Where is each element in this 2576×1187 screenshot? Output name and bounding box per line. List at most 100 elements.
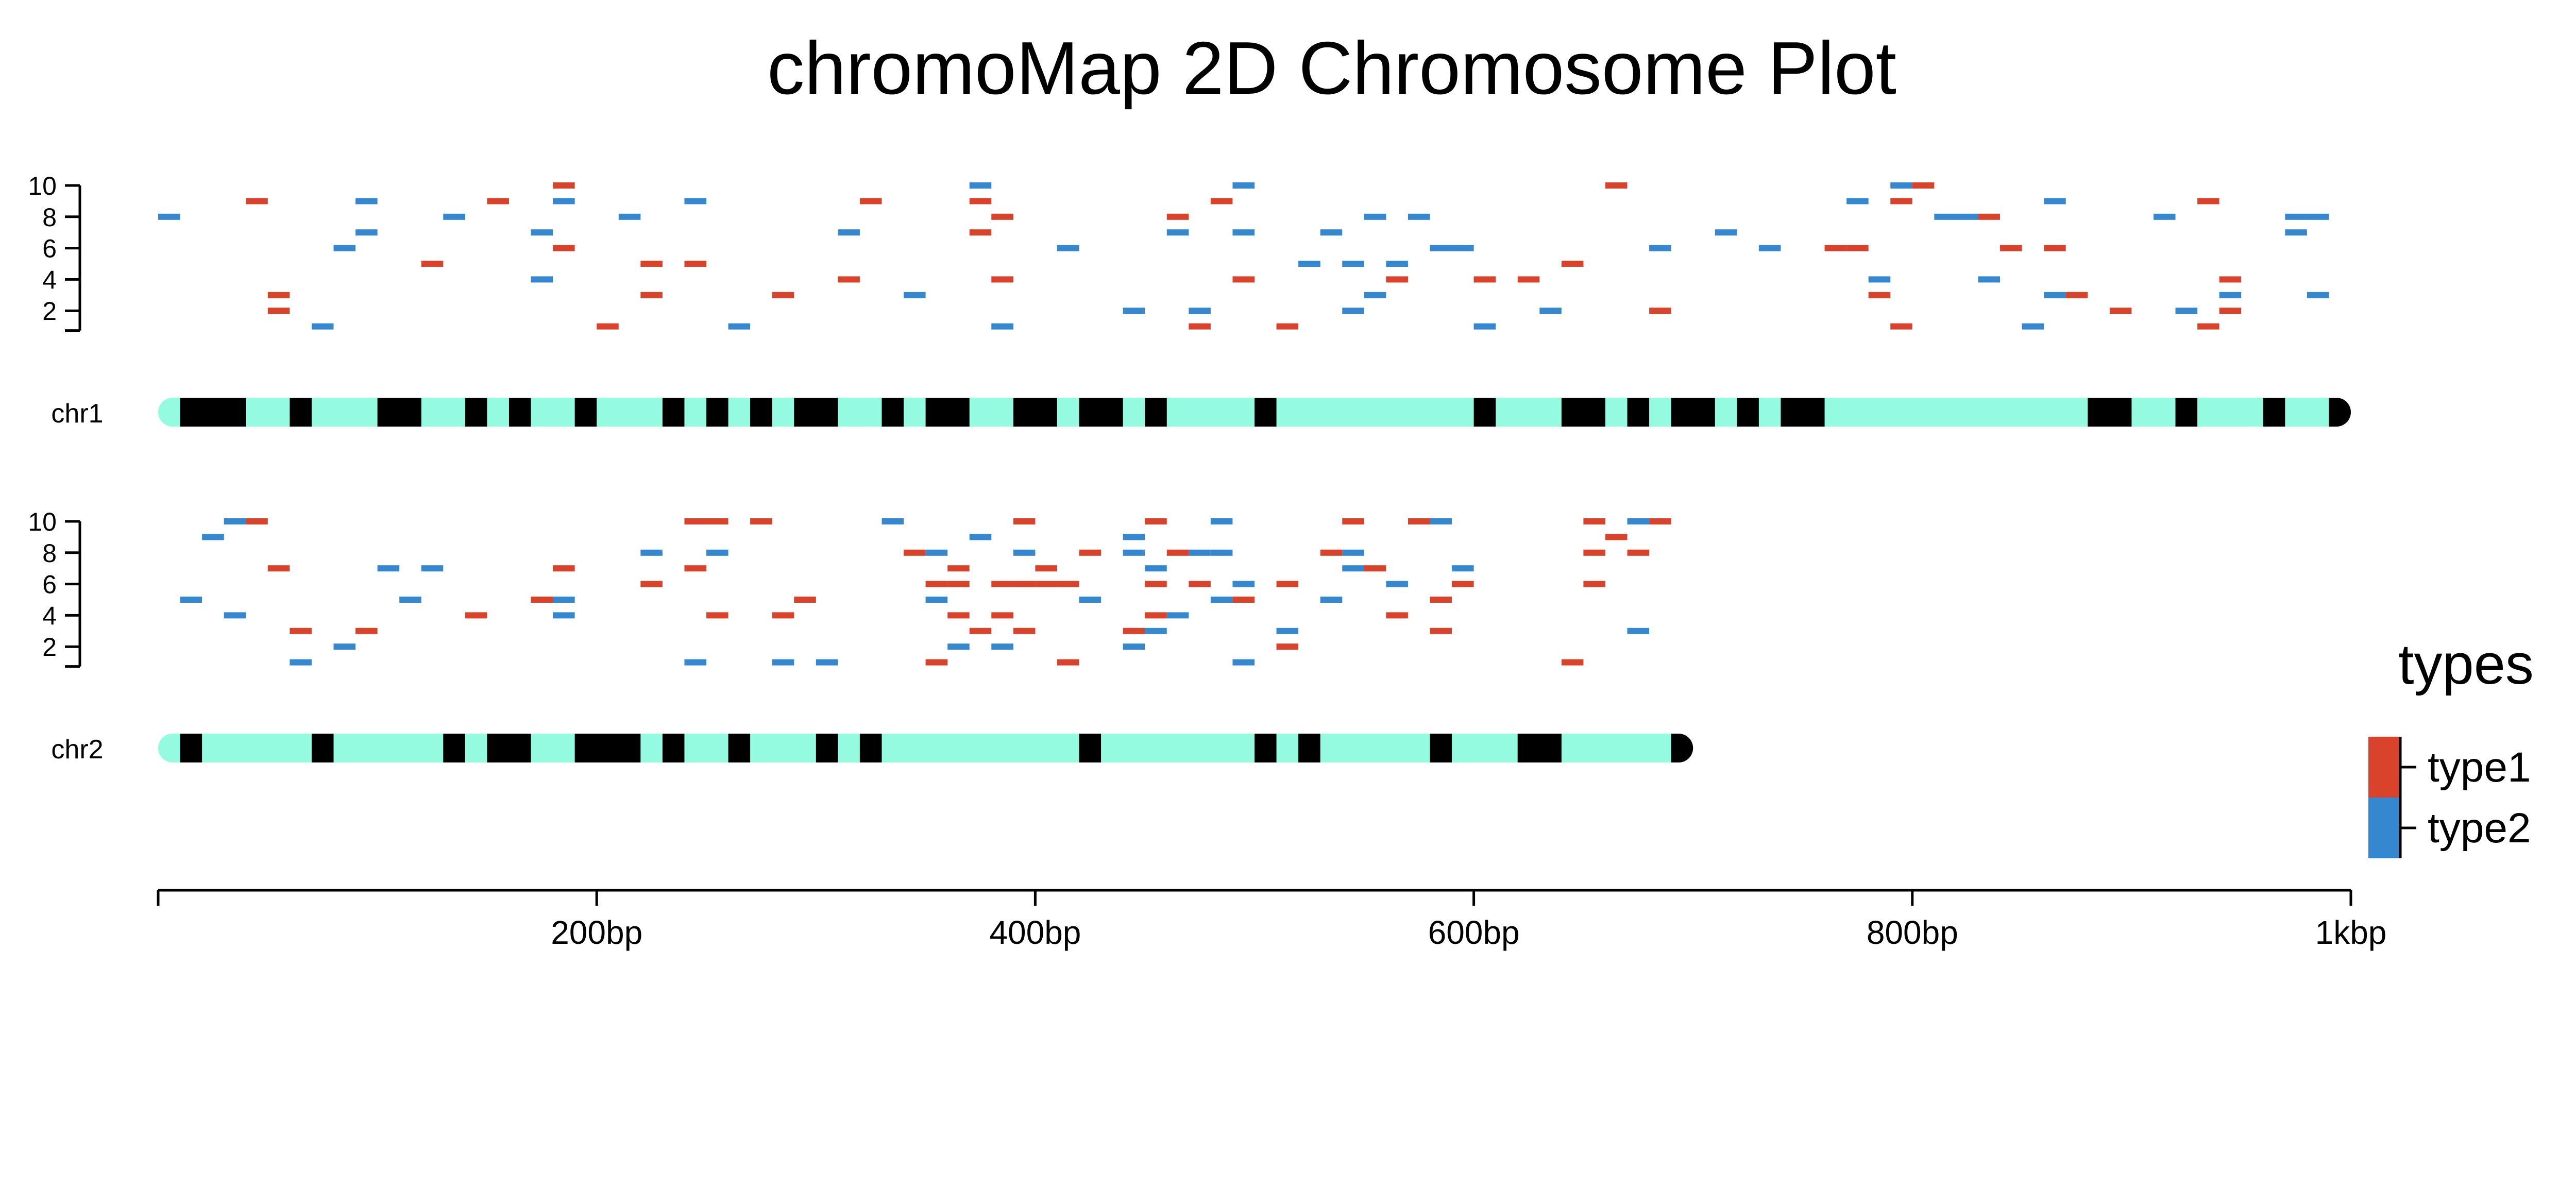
event-type2 bbox=[904, 292, 926, 298]
event-type1 bbox=[1189, 581, 1211, 587]
band-end bbox=[1671, 734, 1693, 762]
event-type2 bbox=[1846, 198, 1869, 205]
event-type1 bbox=[267, 565, 290, 572]
event-type1 bbox=[267, 292, 290, 298]
event-type2 bbox=[1715, 229, 1737, 236]
y-tick-label: 2 bbox=[42, 297, 57, 326]
event-type1 bbox=[925, 581, 948, 587]
band bbox=[859, 734, 882, 762]
event-type1 bbox=[1386, 612, 1408, 619]
event-type1 bbox=[684, 261, 706, 267]
event-type1 bbox=[1430, 597, 1452, 603]
event-type1 bbox=[267, 308, 290, 314]
event-type1 bbox=[1627, 549, 1650, 556]
band bbox=[290, 398, 312, 427]
event-type1 bbox=[991, 612, 1013, 619]
event-type2 bbox=[969, 534, 992, 540]
event-type1 bbox=[1320, 549, 1343, 556]
event-type1 bbox=[1846, 245, 1869, 251]
event-type1 bbox=[1605, 534, 1628, 540]
band bbox=[1298, 734, 1320, 762]
event-type2 bbox=[2285, 213, 2307, 220]
event-type2 bbox=[1430, 245, 1452, 251]
event-type2 bbox=[728, 323, 751, 330]
event-type1 bbox=[772, 612, 794, 619]
event-type1 bbox=[991, 276, 1013, 283]
event-type1 bbox=[1342, 518, 1364, 524]
chromosome-body bbox=[158, 734, 1693, 762]
band bbox=[925, 398, 970, 427]
event-type1 bbox=[2000, 245, 2022, 251]
event-type2 bbox=[2044, 292, 2066, 298]
event-type1 bbox=[1145, 518, 1167, 524]
event-type1 bbox=[2197, 198, 2219, 205]
event-type2 bbox=[1145, 628, 1167, 634]
event-type2 bbox=[1123, 534, 1145, 540]
x-axis: 200bp 400bp 600bp 800bp 1kbp bbox=[157, 889, 2386, 951]
event-type1 bbox=[2197, 323, 2219, 330]
band bbox=[509, 398, 531, 427]
event-type1 bbox=[553, 245, 575, 251]
event-type2 bbox=[991, 323, 1013, 330]
event-type1 bbox=[465, 612, 487, 619]
event-type2 bbox=[1232, 229, 1255, 236]
event-type2 bbox=[2285, 229, 2307, 236]
event-type2 bbox=[1298, 261, 1320, 267]
event-type2 bbox=[1189, 308, 1211, 314]
event-type2 bbox=[1123, 308, 1145, 314]
event-type2 bbox=[1232, 659, 1255, 666]
event-type2 bbox=[1342, 565, 1364, 572]
event-type1 bbox=[1189, 323, 1211, 330]
event-type2 bbox=[290, 659, 312, 666]
event-type2 bbox=[158, 213, 180, 220]
event-type1 bbox=[1583, 518, 1605, 524]
event-type2 bbox=[640, 549, 663, 556]
band bbox=[706, 398, 728, 427]
event-type1 bbox=[487, 198, 509, 205]
band bbox=[443, 734, 465, 762]
event-type2 bbox=[180, 597, 202, 603]
event-type2 bbox=[333, 245, 356, 251]
event-type1 bbox=[246, 198, 268, 205]
event-type1 bbox=[1013, 581, 1036, 587]
legend-label-type2: type2 bbox=[2428, 805, 2531, 852]
event-type2 bbox=[947, 643, 970, 650]
band bbox=[794, 398, 838, 427]
event-type1 bbox=[1123, 628, 1145, 634]
event-type2 bbox=[1978, 276, 2001, 283]
event-type2 bbox=[553, 612, 575, 619]
band bbox=[465, 398, 487, 427]
y-tick-label: 4 bbox=[42, 265, 57, 294]
event-type1 bbox=[1473, 276, 1496, 283]
event-type1 bbox=[1276, 323, 1299, 330]
band bbox=[816, 734, 838, 762]
event-type1 bbox=[1649, 308, 1671, 314]
event-type2 bbox=[1166, 612, 1189, 619]
event-type2 bbox=[553, 597, 575, 603]
y-tick-label: 8 bbox=[42, 539, 57, 568]
event-type2 bbox=[816, 659, 838, 666]
event-type1 bbox=[531, 597, 553, 603]
event-type2 bbox=[2022, 323, 2044, 330]
event-type1 bbox=[1605, 182, 1628, 189]
event-type2 bbox=[1342, 308, 1364, 314]
event-type1 bbox=[991, 213, 1013, 220]
y-tick-label: 6 bbox=[42, 234, 57, 263]
event-type1 bbox=[1145, 612, 1167, 619]
event-type2 bbox=[925, 549, 948, 556]
band bbox=[2088, 398, 2132, 427]
event-type1 bbox=[1890, 198, 1912, 205]
y-tick-label: 10 bbox=[28, 172, 57, 200]
legend-swatch-type1 bbox=[2368, 737, 2400, 798]
event-type2 bbox=[2175, 308, 2198, 314]
event-type1 bbox=[969, 628, 992, 634]
event-type2 bbox=[531, 229, 553, 236]
event-type1 bbox=[1824, 245, 1847, 251]
chromosome-chr2: 2 468 10 chr2 bbox=[28, 507, 1693, 765]
event-type2 bbox=[1868, 276, 1891, 283]
event-type2 bbox=[1079, 597, 1101, 603]
event-type2 bbox=[1473, 323, 1496, 330]
event-type1 bbox=[597, 323, 619, 330]
event-type1 bbox=[969, 229, 992, 236]
